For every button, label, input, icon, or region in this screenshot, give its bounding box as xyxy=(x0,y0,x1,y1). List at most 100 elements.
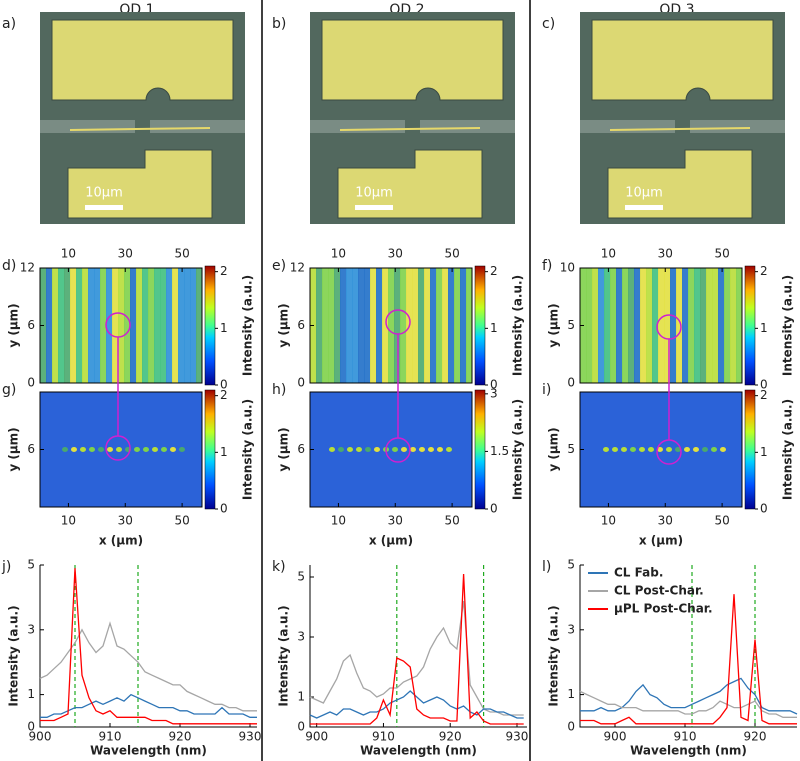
x-tick-label: 900 xyxy=(29,730,52,744)
heatmap-cell xyxy=(694,268,701,383)
waveguide-bar xyxy=(150,120,245,133)
colorbar-label: Intensity (a.u.) xyxy=(241,275,255,376)
heatmap-spot xyxy=(428,447,434,452)
waveguide xyxy=(339,127,481,131)
heatmap-cell xyxy=(88,268,95,383)
heatmap-spot xyxy=(702,447,708,452)
x-axis-label: x (μm) xyxy=(639,534,683,548)
y-axis-label: y (μm) xyxy=(277,303,291,347)
legend-label: μPL Post-Char. xyxy=(614,602,713,616)
series-line xyxy=(40,693,257,718)
scale-bar-label: 10μm xyxy=(355,186,392,201)
pad-bottom xyxy=(337,149,483,219)
heatmap-cell xyxy=(394,268,401,383)
heatmap-cell xyxy=(622,268,629,383)
panel-label: g) xyxy=(2,382,16,398)
heatmap-spot xyxy=(347,447,353,452)
heatmap-cell xyxy=(46,268,53,383)
heatmap-cell xyxy=(664,268,671,383)
x-tick-label: 920 xyxy=(439,730,462,744)
x-tick-label: 50 xyxy=(174,514,189,528)
panel-label: j) xyxy=(1,559,11,575)
y-tick-label: 12 xyxy=(20,261,35,275)
heatmap-spot xyxy=(365,447,371,452)
heatmap-cell xyxy=(682,268,689,383)
waveguide-bar xyxy=(690,120,785,133)
heatmap-spot xyxy=(62,447,68,452)
heatmap-cell xyxy=(412,268,419,383)
heatmap-spot xyxy=(666,447,672,452)
series-line xyxy=(39,621,257,712)
heatmap-cell xyxy=(400,268,407,383)
waveguide xyxy=(609,127,751,131)
y-axis-label: y (μm) xyxy=(547,427,561,471)
heatmap-cell xyxy=(454,268,461,383)
x-tick-label: 930 xyxy=(239,730,262,744)
y-axis-label: y (μm) xyxy=(277,427,291,471)
y-tick-label: 6 xyxy=(297,318,305,332)
x-tick-label: 910 xyxy=(99,730,122,744)
x-tick-label: 30 xyxy=(118,514,133,528)
x-tick-label: 900 xyxy=(305,730,328,744)
colorbar-tick-label: 2 xyxy=(490,264,498,278)
colorbar xyxy=(474,265,486,386)
x-tick-label: 50 xyxy=(444,514,459,528)
heatmap-cell xyxy=(112,268,119,383)
colorbar xyxy=(744,265,756,386)
x-tick-label: 920 xyxy=(169,730,192,744)
heatmap-cell xyxy=(52,268,59,383)
y-tick-label: 1 xyxy=(27,687,35,701)
panel-label: c) xyxy=(542,16,555,32)
x-tick-label: 50 xyxy=(444,247,459,261)
colorbar-tick-label: 2 xyxy=(220,264,228,278)
heatmap-cell xyxy=(76,268,83,383)
heatmap-cell xyxy=(670,268,677,383)
heatmap-cell xyxy=(700,268,707,383)
heatmap-cell xyxy=(424,268,431,383)
heatmap-spot xyxy=(675,447,681,452)
heatmap-cell xyxy=(178,268,185,383)
heatmap-cell xyxy=(124,268,131,383)
y-tick-label: 6 xyxy=(27,442,35,456)
heatmap-spot xyxy=(720,447,726,452)
x-tick-label: 50 xyxy=(174,247,189,261)
colorbar-tick-label: 1 xyxy=(760,321,768,335)
series-line xyxy=(580,594,797,725)
colorbar-label: Intensity (a.u.) xyxy=(241,399,255,500)
heatmap-cell xyxy=(466,268,473,383)
colorbar-tick-label: 0 xyxy=(220,502,228,516)
heatmap-cell xyxy=(58,268,65,383)
heatmap-spot xyxy=(179,447,185,452)
heatmap-spot xyxy=(71,447,77,452)
heatmap-cell xyxy=(328,268,335,383)
colorbar xyxy=(744,389,756,510)
x-tick-label: 900 xyxy=(604,730,627,744)
x-tick-label: 30 xyxy=(388,514,403,528)
panel-label: e) xyxy=(272,258,286,274)
y-axis-label: Intensity (a.u.) xyxy=(7,605,21,706)
heatmap-spot xyxy=(356,447,362,452)
heatmap-cell xyxy=(172,268,179,383)
colorbar-label: Intensity (a.u.) xyxy=(781,275,795,376)
colorbar-tick-label: 0 xyxy=(760,502,768,516)
x-tick-label: 10 xyxy=(601,514,616,528)
heatmap-cell xyxy=(364,268,371,383)
heatmap-cell xyxy=(142,268,149,383)
heatmap-cell xyxy=(436,268,443,383)
pad-bottom xyxy=(607,149,753,219)
heatmap-spot xyxy=(338,447,344,452)
y-axis-label: Intensity (a.u.) xyxy=(277,605,291,706)
heatmap-cell xyxy=(382,268,389,383)
heatmap-cell xyxy=(340,268,347,383)
heatmap-cell xyxy=(652,268,659,383)
y-axis-label: y (μm) xyxy=(547,303,561,347)
waveguide-bar xyxy=(580,120,675,133)
colorbar-tick-label: 0 xyxy=(220,378,228,392)
series-line xyxy=(580,677,798,715)
heatmap-cell xyxy=(118,268,125,383)
pad-bottom xyxy=(67,149,213,219)
heatmap-cell xyxy=(442,268,449,383)
scale-bar-label: 10μm xyxy=(85,186,122,201)
panel-label: l) xyxy=(542,559,551,575)
heatmap-spot xyxy=(80,447,86,452)
